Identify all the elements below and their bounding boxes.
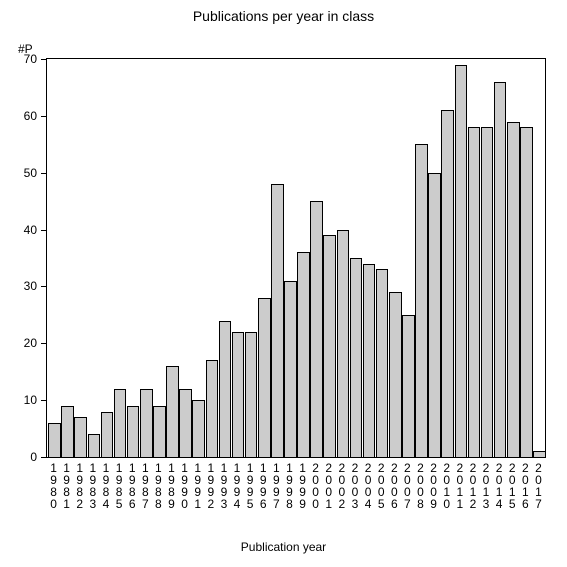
y-tick (41, 173, 46, 174)
bar (271, 184, 284, 457)
x-tick-label: 2007 (401, 462, 414, 510)
y-tick-label: 10 (0, 393, 37, 407)
bar (428, 173, 441, 457)
y-tick (41, 116, 46, 117)
x-tick-label: 2004 (362, 462, 375, 510)
x-tick-label: 2003 (348, 462, 361, 510)
x-tick-label: 1993 (217, 462, 230, 510)
x-tick-label: 1997 (270, 462, 283, 510)
x-tick-label: 1982 (73, 462, 86, 510)
chart-container: Publications per year in class #P Public… (0, 0, 567, 567)
x-tick-label: 1994 (230, 462, 243, 510)
y-tick-label: 50 (0, 166, 37, 180)
bar (363, 264, 376, 457)
bar (376, 269, 389, 457)
y-tick-label: 60 (0, 109, 37, 123)
plot-area (46, 58, 546, 458)
x-tick-label: 1995 (244, 462, 257, 510)
x-tick-label: 2006 (388, 462, 401, 510)
x-tick-label: 1987 (139, 462, 152, 510)
bar (389, 292, 402, 457)
x-tick-label: 2011 (453, 462, 466, 510)
y-tick-label: 70 (0, 52, 37, 66)
chart-title: Publications per year in class (0, 8, 567, 24)
bar (297, 252, 310, 457)
y-tick-label: 20 (0, 336, 37, 350)
bar (481, 127, 494, 457)
bar (192, 400, 205, 457)
bar (232, 332, 245, 457)
y-tick (41, 400, 46, 401)
bar (350, 258, 363, 457)
bar (206, 360, 219, 457)
x-tick-label: 2010 (440, 462, 453, 510)
bar (507, 122, 520, 457)
bar (166, 366, 179, 457)
bar (533, 451, 546, 457)
x-tick-label: 1983 (86, 462, 99, 510)
x-tick-label: 1990 (178, 462, 191, 510)
x-tick-label: 2005 (375, 462, 388, 510)
bar (74, 417, 87, 457)
x-tick-label: 1991 (191, 462, 204, 510)
x-tick-label: 2001 (322, 462, 335, 510)
x-tick-label: 1989 (165, 462, 178, 510)
y-tick (41, 286, 46, 287)
bar (140, 389, 153, 457)
x-tick-label: 2014 (493, 462, 506, 510)
x-tick-label: 1999 (296, 462, 309, 510)
y-tick (41, 230, 46, 231)
bar (127, 406, 140, 457)
bar (284, 281, 297, 457)
x-tick-label: 1998 (283, 462, 296, 510)
bar (455, 65, 468, 457)
bar (468, 127, 481, 457)
bar (61, 406, 74, 457)
x-tick-label: 2013 (479, 462, 492, 510)
bar (114, 389, 127, 457)
y-tick (41, 59, 46, 60)
bar (258, 298, 271, 457)
x-tick-label: 1996 (257, 462, 270, 510)
x-tick-label: 1986 (126, 462, 139, 510)
x-tick-label: 2000 (309, 462, 322, 510)
bar (245, 332, 258, 457)
x-tick-label: 1980 (47, 462, 60, 510)
x-tick-label: 2015 (506, 462, 519, 510)
x-tick-label: 1988 (152, 462, 165, 510)
bar (310, 201, 323, 457)
x-tick-label: 2009 (427, 462, 440, 510)
bar (179, 389, 192, 457)
y-tick-label: 0 (0, 450, 37, 464)
x-tick-label: 1985 (113, 462, 126, 510)
x-tick-label: 2008 (414, 462, 427, 510)
bar (323, 235, 336, 457)
bar (520, 127, 533, 457)
bar (153, 406, 166, 457)
bar (402, 315, 415, 457)
x-tick-label: 2002 (335, 462, 348, 510)
x-tick-label: 2017 (532, 462, 545, 510)
x-tick-label: 1992 (204, 462, 217, 510)
y-tick-label: 40 (0, 223, 37, 237)
bar (219, 321, 232, 457)
bar (48, 423, 61, 457)
bar (101, 412, 114, 457)
bar (415, 144, 428, 457)
y-tick (41, 343, 46, 344)
bar (88, 434, 101, 457)
x-tick-label: 2016 (519, 462, 532, 510)
x-tick-label: 1984 (99, 462, 112, 510)
bar (337, 230, 350, 457)
bar (441, 110, 454, 457)
y-tick-label: 30 (0, 279, 37, 293)
bar (494, 82, 507, 457)
x-tick-label: 2012 (466, 462, 479, 510)
y-tick (41, 457, 46, 458)
x-tick-label: 1981 (60, 462, 73, 510)
x-axis-title: Publication year (0, 540, 567, 554)
